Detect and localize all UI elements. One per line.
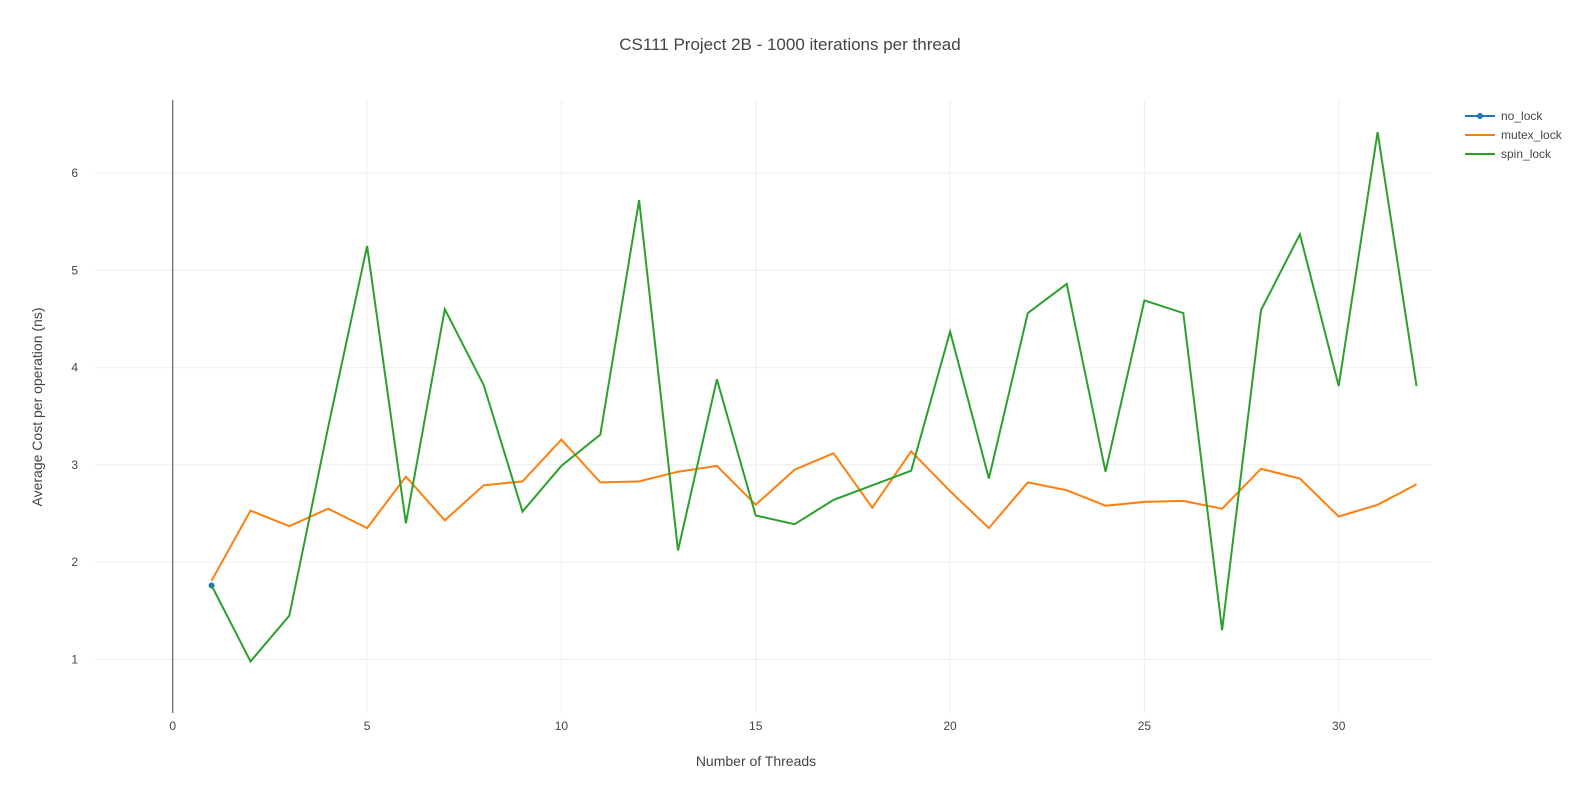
series-line-spin_lock: [210, 131, 1418, 664]
y-tick-label: 1: [71, 652, 78, 666]
x-axis-title: Number of Threads: [696, 753, 816, 769]
y-tick-label: 2: [71, 555, 78, 569]
grid-lines: [95, 100, 1432, 713]
legend-item-spin_lock[interactable]: spin_lock: [1465, 147, 1552, 161]
legend-label: spin_lock: [1501, 147, 1552, 161]
chart-title: CS111 Project 2B - 1000 iterations per t…: [619, 35, 960, 54]
series-lines: [208, 131, 1418, 664]
y-tick-label: 3: [71, 458, 78, 472]
y-tick-label: 4: [71, 361, 78, 375]
x-tick-label: 25: [1138, 719, 1152, 733]
legend[interactable]: no_lock mutex_lock spin_lock: [1465, 109, 1563, 161]
x-tick-label: 20: [943, 719, 957, 733]
x-tick-label: 5: [364, 719, 371, 733]
y-tick-label: 5: [71, 263, 78, 277]
x-tick-label: 30: [1332, 719, 1346, 733]
legend-item-mutex_lock[interactable]: mutex_lock: [1465, 128, 1563, 142]
y-axis-title: Average Cost per operation (ns): [29, 308, 45, 507]
series-spin_lock: [210, 131, 1418, 664]
legend-label: mutex_lock: [1501, 128, 1563, 142]
y-tick-label: 6: [71, 166, 78, 180]
legend-item-no_lock[interactable]: no_lock: [1465, 109, 1543, 123]
x-tick-label: 0: [169, 719, 176, 733]
axes: 0 5 10 15 20 25 30 1 2 3 4 5 6: [71, 100, 1346, 733]
x-tick-label: 15: [749, 719, 763, 733]
legend-marker: [1477, 113, 1483, 119]
x-tick-label: 10: [555, 719, 569, 733]
legend-label: no_lock: [1501, 109, 1543, 123]
